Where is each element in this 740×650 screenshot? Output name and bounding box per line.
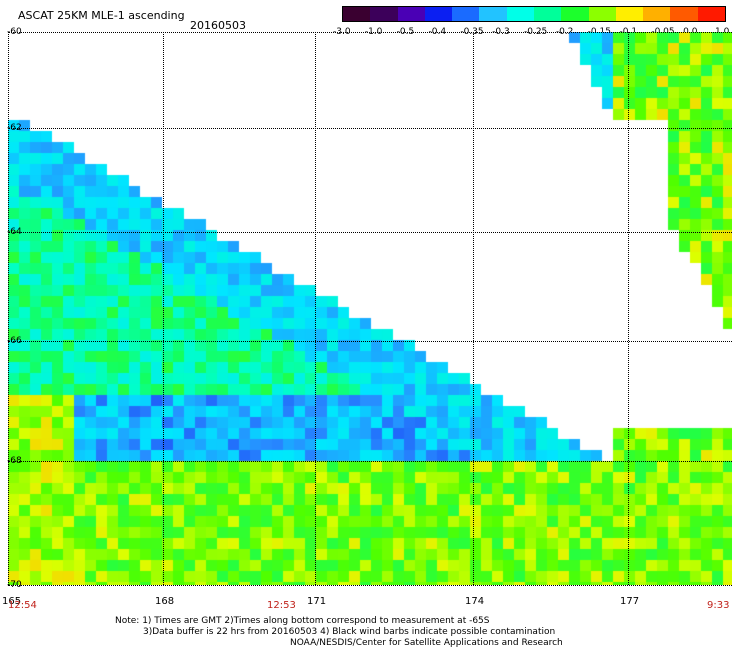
colorbar-swatch <box>697 7 725 21</box>
colorbar-swatch <box>588 7 616 21</box>
colorbar-swatch <box>670 7 698 21</box>
product-title: ASCAT 25KM MLE-1 ascending <box>18 9 185 22</box>
colorbar-swatch <box>615 7 644 21</box>
colorbar-swatch <box>533 7 562 21</box>
data-map <box>8 32 732 585</box>
gridline-lat-68 <box>8 461 732 462</box>
colorbar-swatch <box>506 7 534 21</box>
lat-label-68: -68 <box>7 456 22 466</box>
gridline-lat-62 <box>8 128 732 129</box>
time-label-left: 12:54 <box>8 600 37 611</box>
gridline-lon-171 <box>315 32 316 585</box>
colorbar-swatch <box>643 7 671 21</box>
colorbar-swatch <box>424 7 453 21</box>
gridline-lat-66 <box>8 341 732 342</box>
colorbar-swatch <box>370 7 398 21</box>
gridline-lat-64 <box>8 232 732 233</box>
colorbar-swatch <box>452 7 480 21</box>
lat-label-66: -66 <box>7 336 22 346</box>
time-label-right: 9:33 <box>707 600 730 611</box>
colorbar-swatch <box>479 7 507 21</box>
lat-label-60: -60 <box>7 27 22 37</box>
lat-label-64: -64 <box>7 227 22 237</box>
map-bottom-border <box>8 585 732 586</box>
gridline-lat-60 <box>8 32 732 33</box>
lon-label-177: 177 <box>620 596 640 607</box>
colorbar-swatch <box>397 7 425 21</box>
gridline-lon-177 <box>628 32 629 585</box>
map-left-border <box>8 32 9 585</box>
gridline-lon-168 <box>163 32 164 585</box>
colorbar-swatch <box>561 7 589 21</box>
data-field-canvas <box>8 32 732 585</box>
lat-label-70: -70 <box>7 580 22 590</box>
lon-label-168: 168 <box>155 596 175 607</box>
lon-label-165: 165 <box>2 596 22 607</box>
gridline-lon-174 <box>473 32 474 585</box>
colorbar-swatch <box>343 7 371 21</box>
colorbar-legend <box>342 6 726 22</box>
note-line-2: 3)Data buffer is 22 hrs from 20160503 4)… <box>143 627 556 637</box>
note-line-3: NOAA/NESDIS/Center for Satellite Applica… <box>290 638 563 648</box>
time-label-mid: 12:53 <box>267 600 296 611</box>
lon-label-174: 174 <box>465 596 485 607</box>
lon-label-171: 171 <box>307 596 327 607</box>
note-line-1: Note: 1) Times are GMT 2)Times along bot… <box>115 616 490 626</box>
lat-label-62: -62 <box>7 123 22 133</box>
product-date: 20160503 <box>190 19 246 32</box>
